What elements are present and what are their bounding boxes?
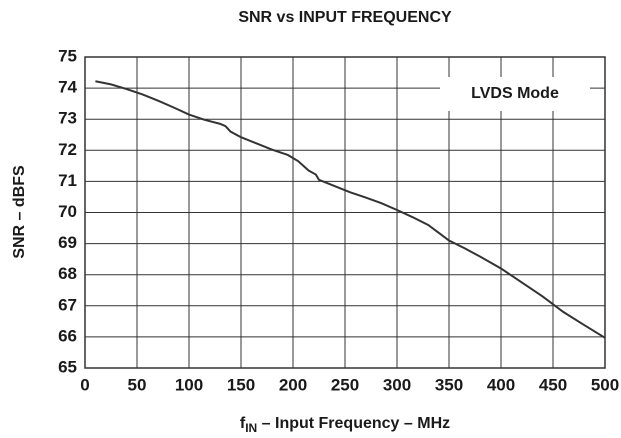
x-tick-label: 300 — [383, 375, 411, 394]
plot-frame — [84, 56, 606, 369]
y-tick-label: 69 — [58, 233, 77, 252]
y-tick-label: 74 — [58, 78, 77, 97]
x-tick-label: 400 — [487, 375, 515, 394]
x-tick-label: 450 — [539, 375, 567, 394]
x-tick-label: 500 — [591, 375, 619, 394]
x-label-main: f — [240, 415, 246, 432]
y-tick-label: 66 — [58, 326, 77, 345]
x-tick-label: 250 — [331, 375, 359, 394]
x-tick-label: 0 — [80, 375, 89, 394]
y-tick-label: 72 — [58, 140, 77, 159]
y-tick-label: 70 — [58, 202, 77, 221]
x-tick-label: 100 — [175, 375, 203, 394]
x-tick-label: 150 — [227, 375, 255, 394]
x-label-rest: – Input Frequency – MHz — [257, 415, 450, 432]
x-tick-label: 200 — [279, 375, 307, 394]
annotation-box — [440, 77, 590, 111]
y-tick-label: 71 — [58, 171, 77, 190]
y-axis-label: SNR – dBFS — [11, 165, 28, 259]
annotation: LVDS Mode — [471, 85, 559, 102]
x-tick-label: 350 — [435, 375, 463, 394]
x-tick-label: 50 — [128, 375, 147, 394]
y-tick-label: 68 — [58, 264, 77, 283]
x-label-sub: IN — [245, 421, 257, 435]
x-axis-label: fIN – Input Frequency – MHz — [240, 415, 450, 435]
y-tick-label: 67 — [58, 295, 77, 314]
y-tick-label: 75 — [58, 46, 77, 65]
y-tick-label: 65 — [58, 357, 77, 376]
y-tick-label: 73 — [58, 109, 77, 128]
chart-title: SNR vs INPUT FREQUENCY — [238, 9, 452, 26]
line-series — [95, 80, 606, 339]
